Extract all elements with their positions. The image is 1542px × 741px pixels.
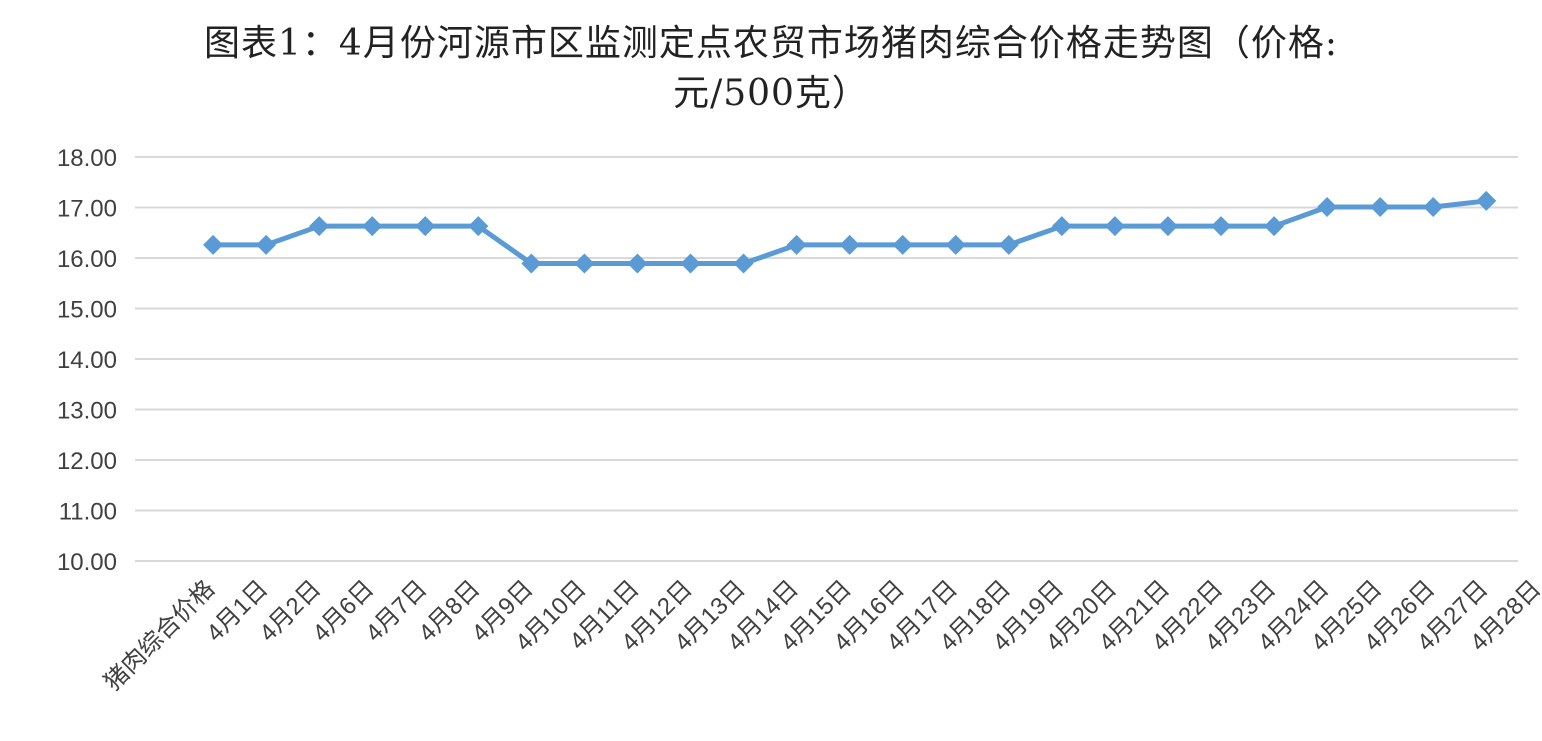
data-point-marker: [574, 253, 595, 274]
x-tick-labels: 猪肉综合价格4月1日4月2日4月6日4月7日4月8日4月9日4月10日4月11日…: [99, 575, 1542, 696]
data-point-marker: [256, 234, 277, 255]
gridlines: [135, 156, 1518, 562]
data-point-marker: [680, 253, 701, 274]
data-point-marker: [1317, 196, 1338, 217]
data-point-marker: [627, 253, 648, 274]
data-point-marker: [1476, 190, 1497, 211]
data-point-marker: [839, 234, 860, 255]
chart-title-line-2: 元/500克）: [673, 73, 869, 114]
data-point-marker: [468, 216, 489, 237]
y-tick-label: 14.00: [57, 347, 117, 374]
data-point-marker: [203, 234, 224, 255]
data-point-marker: [892, 234, 913, 255]
y-tick-label: 10.00: [57, 549, 117, 576]
y-tick-label: 15.00: [57, 297, 117, 324]
data-point-marker: [1157, 216, 1178, 237]
x-tick-label: 猪肉综合价格: [99, 575, 220, 696]
data-point-marker: [786, 234, 807, 255]
series-layer: [203, 190, 1497, 274]
y-tick-label: 11.00: [59, 499, 117, 526]
data-point-marker: [309, 216, 330, 237]
chart-title-line-1: 图表1：4月份河源市区监测定点农贸市场猪肉综合价格走势图（价格:: [204, 23, 1338, 64]
data-point-marker: [945, 234, 966, 255]
data-point-marker: [521, 253, 542, 274]
data-point-marker: [733, 253, 754, 274]
data-point-marker: [998, 234, 1019, 255]
data-point-marker: [1370, 196, 1391, 217]
data-point-marker: [1051, 216, 1072, 237]
y-tick-label: 16.00: [57, 246, 117, 273]
y-tick-label: 17.00: [57, 196, 117, 223]
data-point-marker: [362, 216, 383, 237]
y-tick-label: 12.00: [57, 448, 117, 475]
data-point-marker: [1104, 216, 1125, 237]
data-point-marker: [1264, 216, 1285, 237]
y-tick-labels: 10.00 11.00 12.00 13.00 14.00 15.00 16.00 17.00…: [57, 145, 117, 576]
data-point-marker: [1211, 216, 1231, 237]
y-tick-label: 13.00: [57, 398, 117, 425]
y-tick-label: 18.00: [57, 145, 117, 172]
data-point-marker: [1423, 196, 1444, 217]
data-point-marker: [415, 216, 436, 237]
